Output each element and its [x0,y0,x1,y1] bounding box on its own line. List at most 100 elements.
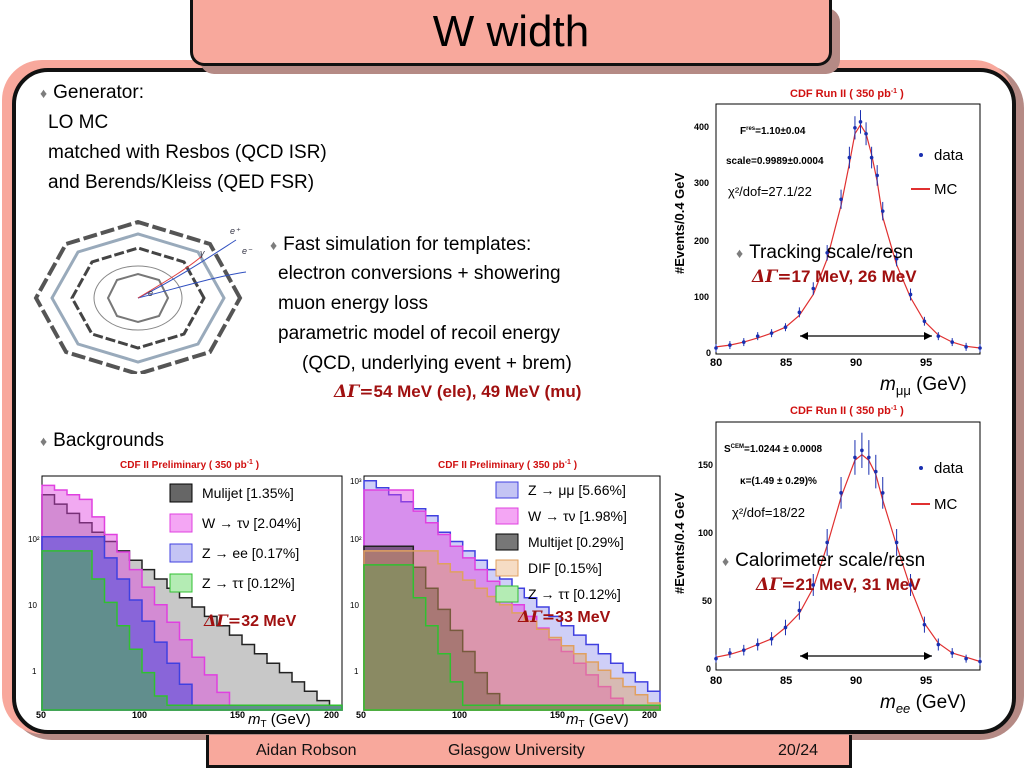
legend-data-marker [919,466,923,470]
diamond-bullet-icon: ♦ [722,553,730,569]
diamond-bullet-icon: ♦ [40,85,48,101]
y-tick-label: 10² [350,535,362,544]
data-point [908,292,913,297]
fit-range-arrow [800,652,932,660]
y-tick-label: 200 [694,236,709,246]
footer-institution: Glasgow University [448,742,585,759]
diamond-bullet-icon: ♦ [40,433,48,449]
data-point [978,659,982,664]
legend-entry: Z → ττ [0.12%] [202,575,295,591]
data-point [728,343,732,347]
x-tick-label: 200 [642,710,657,720]
data-point [741,340,746,344]
legend-entry: Z → ee [0.17%] [202,545,299,561]
data-point [922,319,927,324]
data-point [783,325,788,330]
x-axis-label: mT (GeV) [566,711,629,730]
background-result-right: ΔΓ=33 MeV [517,607,611,626]
legend-data-marker [919,153,923,157]
chi2-label: χ²/dof=18/22 [732,505,805,520]
backgrounds-heading: ♦ Backgrounds [40,430,165,451]
x-tick-label: 95 [920,675,932,687]
background-plot-left: CDF II Preliminary ( 350 pb-1 ) 10² 10 1… [28,459,343,730]
data-point [847,155,852,160]
plot-frame [715,103,981,355]
y-tick-label: 10 [28,601,37,610]
x-tick-label: 80 [710,675,722,687]
background-histogram [41,550,343,711]
legend-swatch [495,533,519,551]
fastsim-result: ΔΓ=54 MeV (ele), 49 MeV (mu) [334,382,582,402]
legend-mc: MC [934,496,957,513]
x-tick-label: 50 [356,710,366,720]
generator-heading: ♦ Generator: [40,82,144,103]
y-tick-label: 10³ [350,477,362,486]
legend-entry: Z → ττ [0.12%] [528,586,621,602]
detector-cross-section-image: e⁺ e⁻ γ e [33,220,253,374]
mc-curve [715,453,981,663]
legend-swatch [495,507,519,525]
x-tick-label: 200 [324,710,339,720]
fastsim-line-1: electron conversions + showering [278,263,561,284]
data-point [839,491,843,495]
y-tick-label: 400 [694,122,709,132]
legend-entry: W → τν [1.98%] [528,508,627,524]
data-point [858,120,863,124]
data-point [964,656,968,661]
x-tick-label: 150 [230,710,245,720]
legend-entry: Z → μμ [5.66%] [528,482,626,498]
legend-swatch [495,585,519,603]
data-point [797,310,802,315]
data-point [741,648,746,652]
data-point [839,197,843,202]
legend-swatch [169,483,193,503]
y-tick-label: 50 [702,596,712,606]
legend-data: data [934,147,964,164]
electron-label: e⁻ [242,246,253,256]
data-point [769,637,774,641]
legend-swatch [169,513,193,533]
plot-frame [715,421,981,671]
y-tick-label: 0 [706,348,711,358]
y-tick-label: 100 [694,292,709,302]
mass-plot-mumu: CDF Run II ( 350 pb-1 ) #Events/0.4 GeV … [672,88,982,366]
plot-header: CDF Run II ( 350 pb-1 ) [790,405,904,417]
ee-axis-label: mee (GeV) [880,692,967,716]
data-point [950,340,955,344]
fit-stat-2: scale=0.9989±0.0004 [726,156,824,167]
data-point [811,583,816,587]
legend-swatch [495,559,519,577]
x-tick-label: 100 [452,710,467,720]
calorimeter-result: ΔΓ=21 MeV, 31 MeV [756,575,921,595]
legend-data: data [934,460,964,477]
diamond-bullet-icon: ♦ [270,237,278,253]
y-axis-label: #Events/0.4 GeV [672,493,687,594]
slide-title: W width [432,6,590,56]
diamond-bullet-icon: ♦ [736,245,744,261]
data-point [978,346,982,350]
x-tick-label: 90 [850,675,862,687]
y-tick-label: 0 [706,664,711,674]
background-plot-right: CDF II Preliminary ( 350 pb-1 ) 10³ 10² … [350,459,661,730]
generator-line-3: and Berends/Kleiss (QED FSR) [48,172,315,193]
plot-header: CDF Run II ( 350 pb-1 ) [790,88,904,100]
data-point [894,540,899,545]
mass-plot-ee: CDF Run II ( 350 pb-1 ) #Events/0.4 GeV … [672,405,982,687]
data-point [853,455,857,460]
data-point [873,469,878,474]
mumu-axis-label: mμμ (GeV) [880,374,967,398]
tracking-bullet: ♦ Tracking scale/resn [736,242,914,263]
fastsim-heading: ♦ Fast simulation for templates: [270,234,532,255]
title-box: W width [190,0,832,66]
generator-line-2: matched with Resbos (QCD ISR) [48,142,327,163]
data-point [875,173,879,178]
y-tick-label: 150 [698,460,713,470]
legend-entry: W → τν [2.04%] [202,515,301,531]
background-histogram [363,564,661,711]
legend: Mulijet [1.35%] W → τν [2.04%] Z → ee [0… [169,483,301,593]
y-tick-label: 100 [698,528,713,538]
y-axis-label: #Events/0.4 GeV [672,173,687,274]
plot-header: CDF II Preliminary ( 350 pb-1 ) [438,459,577,471]
footer-page-number: 20/24 [778,742,819,759]
footer-bar [206,735,852,768]
